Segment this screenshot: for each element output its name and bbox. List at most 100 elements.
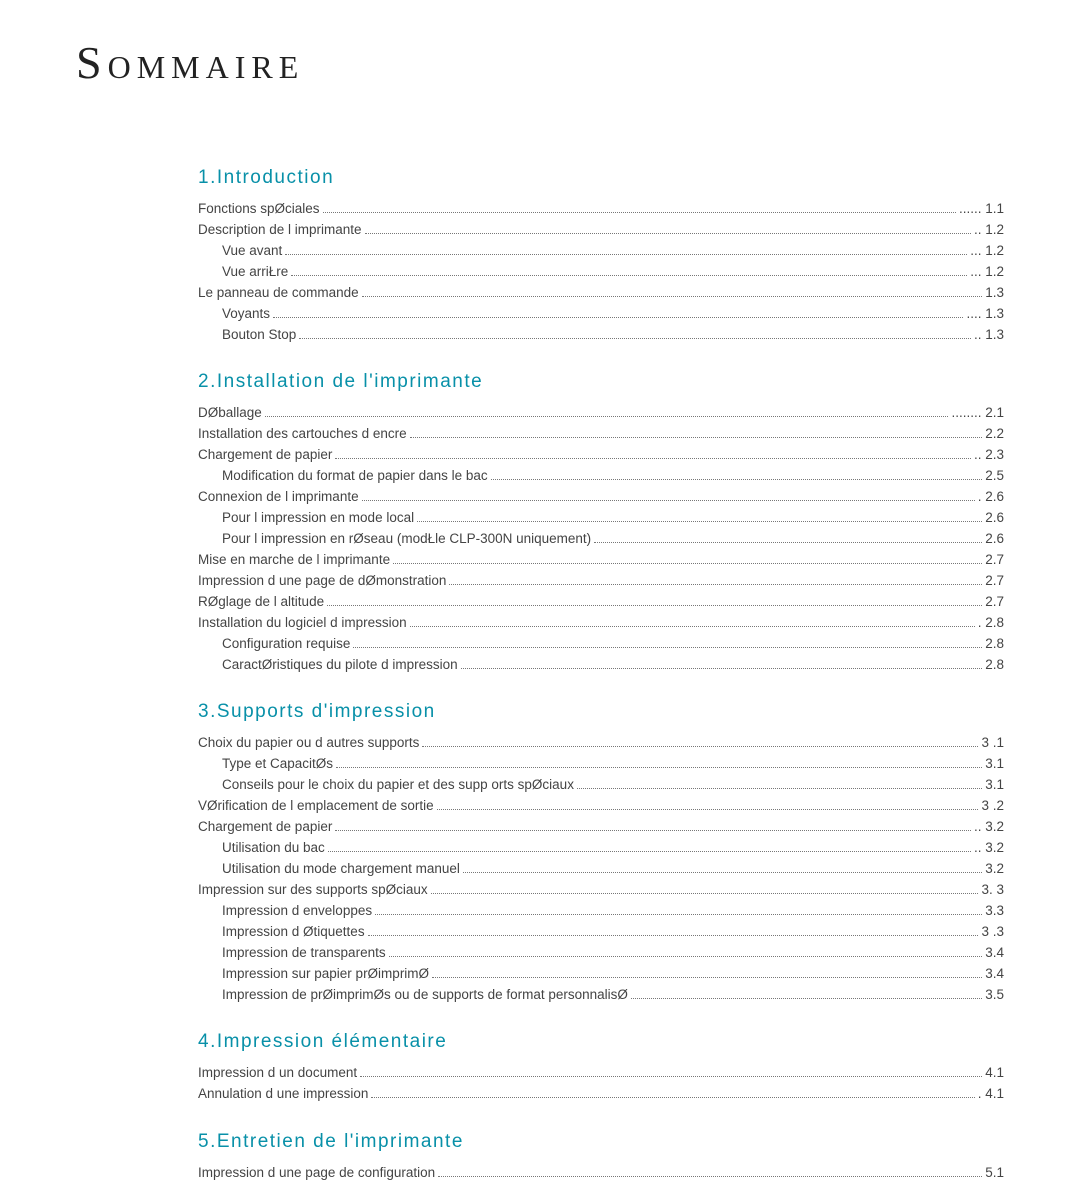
toc-label: CaractØristiques du pilote d impression xyxy=(222,655,458,676)
toc-label: Impression de transparents xyxy=(222,943,386,964)
toc-leader-dots xyxy=(461,668,983,669)
toc-leader-dots xyxy=(353,647,982,648)
toc-page-number: 3.3 xyxy=(985,901,1004,922)
toc-page-number: 3 .1 xyxy=(981,733,1004,754)
toc-label: Chargement de papier xyxy=(198,445,332,466)
toc-row: Utilisation du mode chargement manuel 3.2 xyxy=(198,859,1004,880)
toc-row: Description de l imprimante.. 1.2 xyxy=(198,220,1004,241)
toc-page-number: 3 .3 xyxy=(981,922,1004,943)
toc-label: Connexion de l imprimante xyxy=(198,487,359,508)
toc-label: Configuration requise xyxy=(222,634,350,655)
toc-label: Vue arriŁre xyxy=(222,262,288,283)
toc-row: Impression sur papier prØimprimØ 3.4 xyxy=(198,964,1004,985)
toc-row: Conseils pour le choix du papier et des … xyxy=(198,775,1004,796)
toc-page-number: 2.6 xyxy=(985,529,1004,550)
toc-label: Installation des cartouches d encre xyxy=(198,424,407,445)
toc-page-number: . 4.1 xyxy=(978,1084,1004,1105)
toc-page-number: .. 3.2 xyxy=(974,838,1004,859)
toc-row: Pour l impression en rØseau (modŁle CLP-… xyxy=(198,529,1004,550)
toc-page-number: 1.3 xyxy=(985,283,1004,304)
toc-row: Voyants.... 1.3 xyxy=(198,304,1004,325)
toc-page-number: .. 1.3 xyxy=(974,325,1004,346)
toc-leader-dots xyxy=(432,977,982,978)
toc-leader-dots xyxy=(335,830,971,831)
toc-leader-dots xyxy=(491,479,983,480)
toc-page-number: 3. 3 xyxy=(981,880,1004,901)
toc-label: Impression d une page de configuration xyxy=(198,1163,435,1184)
toc-label: Chargement de papier xyxy=(198,817,332,838)
toc-leader-dots xyxy=(285,254,967,255)
toc-leader-dots xyxy=(291,275,967,276)
toc-row: Fonctions spØciales...... 1.1 xyxy=(198,199,1004,220)
toc-page-number: 3.1 xyxy=(985,754,1004,775)
toc-leader-dots xyxy=(368,935,979,936)
toc-row: Impression de prØimprimØs ou de supports… xyxy=(198,985,1004,1006)
toc-page-number: 2.6 xyxy=(985,508,1004,529)
toc-leader-dots xyxy=(362,500,975,501)
toc-page-number: 3.4 xyxy=(985,943,1004,964)
section-heading: 3.Supports d'impression xyxy=(198,701,1004,723)
toc-row: Utilisation du bac.. 3.2 xyxy=(198,838,1004,859)
section-heading: 5.Entretien de l'imprimante xyxy=(198,1131,1004,1153)
toc-leader-dots xyxy=(422,746,978,747)
toc-row: Impression d enveloppes 3.3 xyxy=(198,901,1004,922)
toc-leader-dots xyxy=(365,233,971,234)
toc-row: Pour l impression en mode local2.6 xyxy=(198,508,1004,529)
toc-page-number: 3.2 xyxy=(985,859,1004,880)
toc-label: Impression sur papier prØimprimØ xyxy=(222,964,429,985)
toc-page-number: .. 1.2 xyxy=(974,220,1004,241)
toc-label: Impression de prØimprimØs ou de supports… xyxy=(222,985,628,1006)
toc-row: Annulation d une impression. 4.1 xyxy=(198,1084,1004,1105)
toc-page-number: .. 2.3 xyxy=(974,445,1004,466)
toc-page-number: 5.1 xyxy=(985,1163,1004,1184)
toc-label: Vue avant xyxy=(222,241,282,262)
toc-label: Impression d un document xyxy=(198,1063,357,1084)
toc-leader-dots xyxy=(463,872,982,873)
toc-label: Bouton Stop xyxy=(222,325,296,346)
toc-leader-dots xyxy=(631,998,982,999)
toc-leader-dots xyxy=(594,542,982,543)
toc-page-number: 3.4 xyxy=(985,964,1004,985)
toc-leader-dots xyxy=(362,296,983,297)
toc-leader-dots xyxy=(327,605,982,606)
toc-leader-dots xyxy=(410,437,983,438)
section-heading: 4.Impression élémentaire xyxy=(198,1031,1004,1053)
toc-row: Impression sur des supports spØciaux3. 3 xyxy=(198,880,1004,901)
toc-leader-dots xyxy=(299,338,971,339)
toc-row: Modification du format de papier dans le… xyxy=(198,466,1004,487)
toc-leader-dots xyxy=(336,767,982,768)
toc-label: Modification du format de papier dans le… xyxy=(222,466,488,487)
toc-leader-dots xyxy=(431,893,979,894)
toc-label: RØglage de l altitude xyxy=(198,592,324,613)
toc-leader-dots xyxy=(371,1097,974,1098)
page-title: Sommaire xyxy=(76,36,1004,89)
toc-row: Impression d une page de dØmonstration2.… xyxy=(198,571,1004,592)
toc-label: Utilisation du mode chargement manuel xyxy=(222,859,460,880)
toc-row: Mise en marche de l imprimante 2.7 xyxy=(198,550,1004,571)
toc-row: Configuration requise 2.8 xyxy=(198,634,1004,655)
toc-row: Chargement de papier.. 3.2 xyxy=(198,817,1004,838)
toc-leader-dots xyxy=(328,851,971,852)
toc-label: Mise en marche de l imprimante xyxy=(198,550,390,571)
toc-leader-dots xyxy=(389,956,983,957)
toc-page-number: 2.8 xyxy=(985,655,1004,676)
toc-leader-dots xyxy=(265,416,949,417)
toc-leader-dots xyxy=(323,212,956,213)
toc-row: RØglage de l altitude2.7 xyxy=(198,592,1004,613)
toc-row: DØballage........ 2.1 xyxy=(198,403,1004,424)
toc-row: Type et CapacitØs 3.1 xyxy=(198,754,1004,775)
toc-row: VØrification de l emplacement de sortie3… xyxy=(198,796,1004,817)
toc-row: Vue arriŁre... 1.2 xyxy=(198,262,1004,283)
toc-row: Impression de transparents 3.4 xyxy=(198,943,1004,964)
toc-label: Impression d enveloppes xyxy=(222,901,372,922)
toc-leader-dots xyxy=(375,914,982,915)
toc-page-number: 2.5 xyxy=(985,466,1004,487)
toc-page-number: 2.8 xyxy=(985,634,1004,655)
toc-section: 1.IntroductionFonctions spØciales...... … xyxy=(198,167,1004,345)
toc-leader-dots xyxy=(437,809,979,810)
toc-row: Impression d une page de configuration 5.… xyxy=(198,1163,1004,1184)
toc-page-number: 3 .2 xyxy=(981,796,1004,817)
toc-label: Type et CapacitØs xyxy=(222,754,333,775)
toc-leader-dots xyxy=(417,521,982,522)
toc-row: Impression d Øtiquettes3 .3 xyxy=(198,922,1004,943)
